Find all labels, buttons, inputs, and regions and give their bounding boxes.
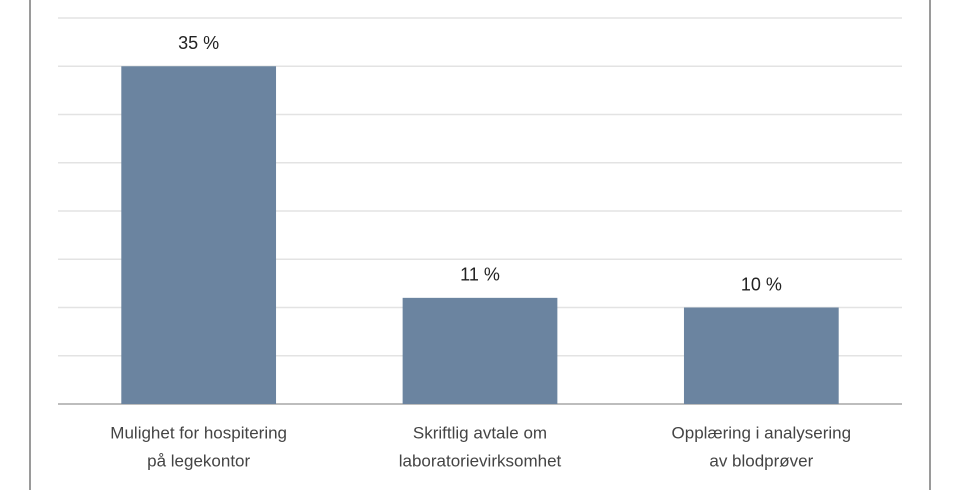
x-tick-label: laboratorievirksomhet (399, 451, 562, 470)
value-label: 10 % (741, 274, 782, 294)
bar (683, 307, 839, 404)
x-tick-label: Mulighet for hospitering (110, 423, 287, 442)
value-label: 11 % (460, 265, 500, 285)
x-tick-label: Skriftlig avtale om (413, 423, 547, 442)
bar (121, 66, 277, 404)
bar (402, 297, 558, 404)
x-tick-label: av blodprøver (709, 451, 813, 470)
x-tick-label: Opplæring i analysering (672, 423, 852, 442)
x-tick-label: på legekontor (147, 451, 250, 470)
value-label: 35 % (178, 33, 219, 53)
